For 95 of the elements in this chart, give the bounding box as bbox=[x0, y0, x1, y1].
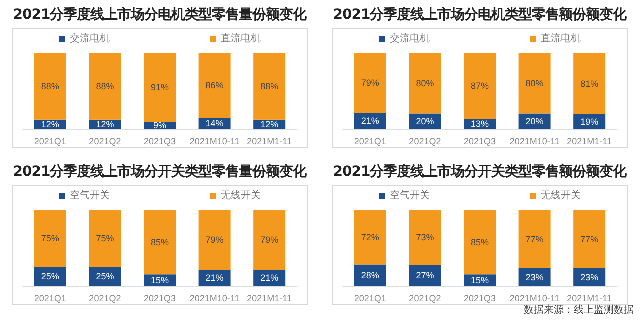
data-label: 13% bbox=[470, 119, 490, 130]
data-label: 77% bbox=[580, 234, 599, 244]
bar bbox=[464, 210, 496, 275]
data-label: 91% bbox=[150, 82, 170, 93]
bar bbox=[198, 210, 231, 270]
bar bbox=[144, 53, 176, 122]
data-label: 81% bbox=[580, 78, 599, 89]
data-label: 87% bbox=[470, 81, 490, 92]
data-label: 28% bbox=[361, 270, 380, 280]
bar bbox=[34, 53, 66, 120]
data-label: 20% bbox=[416, 116, 434, 126]
bar bbox=[144, 210, 176, 275]
chart-title: 2021分季度线上市场分开关类型零售额份额变化 bbox=[332, 163, 628, 181]
chart-title: 2021分季度线上市场分开关类型零售量份额变化 bbox=[12, 163, 308, 181]
x-tick-label: 2021Q1 bbox=[354, 136, 386, 146]
data-label: 80% bbox=[416, 78, 434, 88]
data-label: 75% bbox=[96, 234, 114, 244]
data-label: 9% bbox=[153, 120, 167, 131]
data-label: 80% bbox=[526, 78, 544, 88]
legend-label: 直流电机 bbox=[221, 32, 261, 44]
bar bbox=[409, 265, 442, 286]
data-label: 79% bbox=[206, 235, 224, 246]
bar bbox=[34, 210, 66, 267]
chart-title: 2021分季度线上市场分电机类型零售额份额变化 bbox=[332, 6, 628, 24]
data-label: 21% bbox=[260, 273, 279, 284]
bar bbox=[254, 53, 286, 120]
x-tick-label: 2021Q2 bbox=[89, 136, 122, 146]
x-tick-label: 2021M10-11 bbox=[190, 136, 240, 146]
bar bbox=[198, 53, 231, 118]
chart-title: 2021分季度线上市场分电机类型零售量份额变化 bbox=[12, 6, 308, 24]
bar bbox=[354, 264, 386, 286]
bar bbox=[574, 53, 606, 115]
data-label: 73% bbox=[416, 232, 434, 243]
x-tick-label: 2021Q2 bbox=[89, 294, 122, 304]
data-label: 79% bbox=[361, 78, 380, 88]
data-label: 25% bbox=[96, 272, 114, 282]
x-tick-label: 2021M10-11 bbox=[510, 136, 560, 146]
data-label: 15% bbox=[150, 275, 170, 286]
data-label: 12% bbox=[41, 119, 60, 130]
bar bbox=[518, 210, 551, 269]
bar bbox=[409, 210, 442, 266]
x-tick-label: 2021M1-11 bbox=[247, 136, 292, 146]
data-label: 79% bbox=[260, 235, 279, 246]
legend-label: 空气开关 bbox=[390, 190, 430, 202]
data-label: 72% bbox=[361, 232, 380, 242]
legend-label: 交流电机 bbox=[70, 32, 110, 44]
x-tick-label: 2021Q1 bbox=[354, 294, 386, 304]
data-label: 88% bbox=[96, 81, 114, 92]
bar bbox=[89, 53, 122, 120]
data-label: 21% bbox=[361, 116, 380, 126]
data-label: 88% bbox=[41, 81, 60, 92]
x-tick-label: 2021Q1 bbox=[34, 294, 66, 304]
data-label: 85% bbox=[470, 237, 490, 248]
bar bbox=[354, 210, 386, 265]
x-tick-label: 2021Q2 bbox=[409, 136, 442, 146]
bar bbox=[574, 210, 606, 269]
data-label: 23% bbox=[580, 272, 599, 282]
data-label: 19% bbox=[580, 116, 599, 127]
bar bbox=[464, 53, 496, 120]
data-label: 85% bbox=[150, 237, 170, 248]
x-tick-label: 2021Q1 bbox=[34, 136, 66, 146]
data-label: 27% bbox=[416, 270, 434, 281]
x-tick-label: 2021M1-11 bbox=[567, 136, 612, 146]
legend-label: 无线开关 bbox=[541, 190, 581, 202]
data-label: 14% bbox=[206, 118, 224, 129]
legend-label: 直流电机 bbox=[541, 32, 581, 44]
x-tick-label: 2021Q3 bbox=[464, 294, 496, 304]
data-label: 25% bbox=[41, 272, 60, 282]
x-tick-label: 2021M10-11 bbox=[190, 294, 240, 304]
data-label: 23% bbox=[526, 272, 544, 282]
x-tick-label: 2021M10-11 bbox=[510, 294, 560, 304]
legend-label: 空气开关 bbox=[70, 190, 110, 202]
legend-label: 无线开关 bbox=[221, 190, 261, 202]
data-label: 20% bbox=[526, 116, 544, 126]
data-label: 21% bbox=[206, 273, 224, 284]
bar bbox=[518, 53, 551, 114]
x-tick-label: 2021M1-11 bbox=[247, 294, 292, 304]
source-note: 数据来源：线上监测数据 bbox=[524, 304, 634, 317]
x-tick-label: 2021Q3 bbox=[144, 294, 176, 304]
data-label: 86% bbox=[206, 80, 224, 91]
bar bbox=[354, 53, 386, 114]
data-label: 77% bbox=[526, 234, 544, 244]
x-tick-label: 2021M1-11 bbox=[567, 294, 612, 304]
data-label: 12% bbox=[260, 119, 279, 130]
x-tick-label: 2021Q2 bbox=[409, 294, 442, 304]
data-label: 12% bbox=[96, 119, 114, 130]
data-label: 15% bbox=[470, 275, 490, 286]
x-tick-label: 2021Q3 bbox=[144, 136, 176, 146]
bar bbox=[254, 210, 286, 270]
legend-label: 交流电机 bbox=[390, 32, 430, 44]
bar bbox=[89, 210, 122, 267]
data-label: 88% bbox=[260, 81, 279, 92]
x-tick-label: 2021Q3 bbox=[464, 136, 496, 146]
data-label: 75% bbox=[41, 234, 60, 244]
bar bbox=[409, 53, 442, 114]
